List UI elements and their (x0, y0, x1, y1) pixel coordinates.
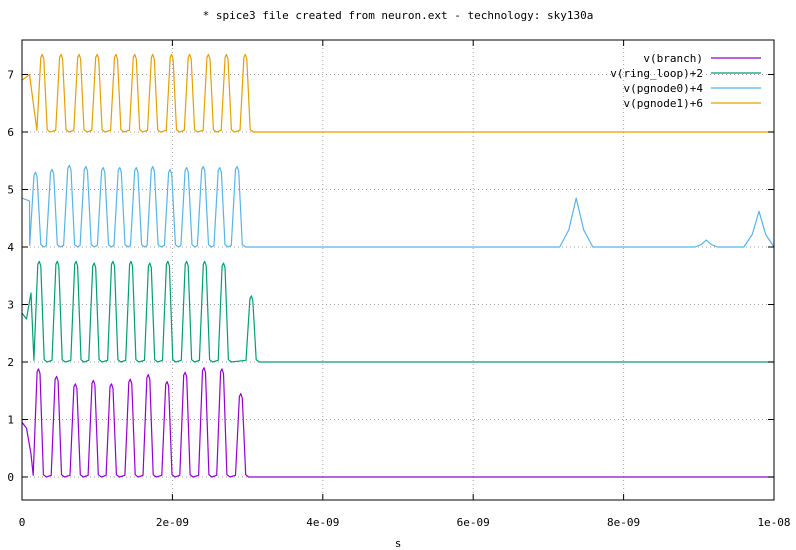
x-tick-label: 6e-09 (457, 516, 490, 529)
y-tick-label: 6 (7, 126, 14, 139)
legend-label: v(branch) (643, 52, 703, 65)
y-tick-label: 5 (7, 184, 14, 197)
legend-label: v(pgnode0)+4 (624, 82, 704, 95)
x-tick-label: 2e-09 (156, 516, 189, 529)
legend-label: v(ring_loop)+2 (610, 67, 703, 80)
y-tick-label: 2 (7, 356, 14, 369)
series-line-3 (21, 53, 774, 133)
x-tick-label: 1e-08 (757, 516, 790, 529)
plot-frame (21, 39, 775, 501)
legend-label: v(pgnode1)+6 (624, 97, 703, 110)
x-axis-label: s (395, 537, 402, 550)
series-layer (21, 53, 775, 478)
series-line-0 (21, 367, 774, 478)
y-tick-label: 3 (7, 299, 14, 312)
y-tick-label: 0 (7, 471, 14, 484)
x-tick-label: 8e-09 (607, 516, 640, 529)
axes: 0 2e-09 4e-09 6e-09 8e-09 1e-08 0 1 2 3 4 5 6 7 (7, 40, 791, 529)
series-line-2 (21, 164, 775, 248)
y-tick-label: 7 (7, 69, 14, 82)
y-tick-label: 1 (7, 414, 14, 427)
x-tick-label: 4e-09 (306, 516, 339, 529)
legend: v(branch) v(ring_loop)+2 v(pgnode0)+4 v(pgn… (610, 52, 761, 110)
chart-title: * spice3 file created from neuron.ext - … (203, 9, 594, 22)
series-line-1 (21, 260, 774, 363)
x-tick-label: 0 (19, 516, 26, 529)
y-tick-label: 4 (7, 241, 14, 254)
